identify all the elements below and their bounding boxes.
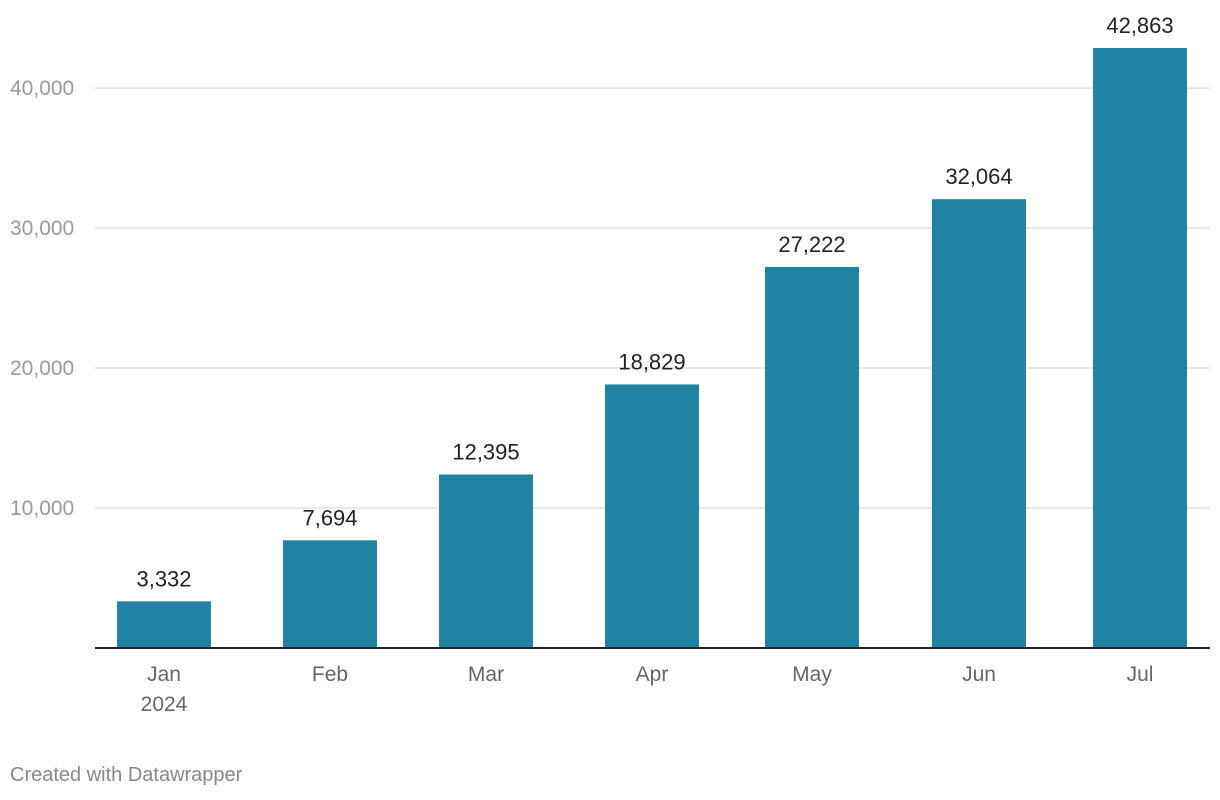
x-tick-label: Jun <box>962 663 996 686</box>
x-tick-label: Mar <box>468 663 504 686</box>
y-axis-ticks: 10,000 20,000 30,000 40,000 <box>10 77 74 520</box>
value-label: 7,694 <box>302 505 357 530</box>
value-label: 3,332 <box>136 566 191 591</box>
y-tick-label: 10,000 <box>10 497 74 520</box>
y-tick-label: 40,000 <box>10 77 74 100</box>
bar-feb <box>283 540 377 648</box>
x-tick-label: Jan <box>147 663 181 686</box>
value-label: 42,863 <box>1106 13 1173 38</box>
bar-may <box>765 266 859 648</box>
x-axis: Jan 2024 Feb Mar Apr May Jun Jul <box>95 647 1210 716</box>
x-tick-label: May <box>792 663 832 686</box>
value-labels: 3,332 7,694 12,395 18,829 27,222 32,064 42,863 <box>136 13 1173 591</box>
value-label: 18,829 <box>618 349 685 374</box>
bar-mar <box>439 474 533 648</box>
x-tick-sublabel: 2024 <box>141 693 188 716</box>
bar-chart: 10,000 20,000 30,000 40,000 3,332 7,694 12,39… <box>10 13 1210 716</box>
x-tick-label: Jul <box>1127 663 1154 686</box>
bars <box>117 48 1187 648</box>
x-tick-label: Feb <box>312 663 348 686</box>
y-tick-label: 30,000 <box>10 217 74 240</box>
value-label: 27,222 <box>778 232 845 257</box>
bar-jul <box>1093 48 1187 648</box>
value-label: 32,064 <box>945 164 1012 189</box>
value-label: 12,395 <box>452 439 519 464</box>
y-tick-label: 20,000 <box>10 357 74 380</box>
bar-jun <box>932 199 1026 648</box>
bar-jan <box>117 601 211 648</box>
credit-text: Created with Datawrapper <box>10 764 243 786</box>
bar-apr <box>605 384 699 648</box>
x-tick-label: Apr <box>636 663 669 686</box>
